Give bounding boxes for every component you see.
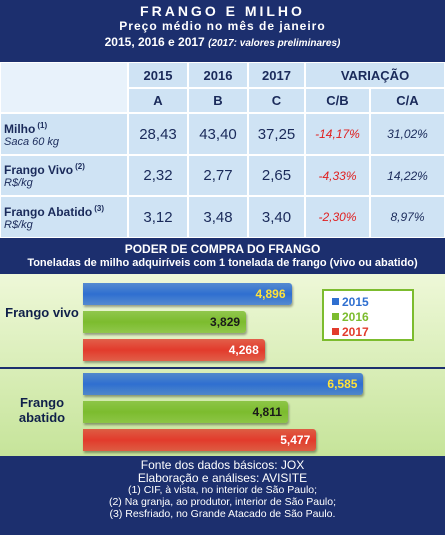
value-label: 4,811 [252,405,282,419]
cell: -14,17% [305,113,370,155]
row-label: Frango Vivo (2) R$/kg [0,155,128,196]
legend-item: 2015 [332,294,404,309]
legend-label: 2015 [342,294,369,309]
note: (2017: valores preliminares) [208,38,341,49]
cell: 43,40 [188,113,248,155]
value-label: 4,896 [255,287,286,301]
years-text: 2015, 2016 e 2017 [104,35,205,49]
legend-swatch [332,298,339,305]
subtitle: Preço médio no mês de janeiro [119,19,326,33]
row-unit: R$/kg [4,218,33,231]
footer-line: (2) Na granja, ao produtor, interior de … [108,496,337,508]
cell: 2,32 [128,155,188,196]
cell: -2,30% [305,196,370,238]
cell: -4,33% [305,155,370,196]
chart-title: PODER DE COMPRA DO FRANGO [124,242,321,256]
col-letter: B [188,88,248,113]
group-separator [0,367,445,369]
legend-label: 2016 [342,309,369,324]
row-name-line: Frango Abatido (3) [4,204,104,219]
col-letter: C/B [305,88,370,113]
chart-header: PODER DE COMPRA DO FRANGO Toneladas de m… [0,238,445,274]
row-ref: (1) [37,120,48,130]
cell: 37,25 [248,113,305,155]
years: 2015, 2016 e 2017 (2017: valores prelimi… [0,35,445,49]
col-year: 2017 [248,62,305,88]
chart-subtitle: Toneladas de milho adquiríveis com 1 ton… [27,257,418,269]
col-letter: A [128,88,188,113]
chart: Frango vivo 4,896 3,829 4,268 Frango abatido… [0,274,445,456]
corner [0,62,128,113]
cell: 14,22% [370,155,445,196]
bar [83,311,247,333]
cell: 2,77 [188,155,248,196]
row-name: Frango Abatido [4,204,93,219]
row-name-line: Frango Vivo (2) [4,162,85,177]
legend-item: 2017 [332,324,404,339]
bar [83,283,292,305]
legend-item: 2016 [332,309,404,324]
legend-swatch [332,313,339,320]
value-label: 5,477 [280,433,311,447]
value-label: 6,585 [327,377,358,391]
footer-line: (3) Resfriado, no Grande Atacado de São … [109,508,336,520]
cell: 28,43 [128,113,188,155]
col-letter: C/A [370,88,445,113]
footer-line: Elaboração e análises: AVISITE [137,471,308,485]
table: 2015 2016 2017 VARIAÇÃO A B C C/B C/A Milho (1) Sac… [0,62,445,238]
legend: 2015 2016 2017 [322,289,414,341]
legend-swatch [332,328,339,335]
footer-line: Fonte dos dados básicos: JOX [140,458,305,472]
col-year: 2015 [128,62,188,88]
legend-label: 2017 [342,324,369,339]
bar [83,373,364,395]
row-name: Milho [4,121,36,136]
footer: Fonte dos dados básicos: JOX Elaboração e… [0,458,445,535]
cell: 3,48 [188,196,248,238]
category-label: Frango abatido [18,395,66,425]
col-year: 2016 [188,62,248,88]
title: FRANGO E MILHO [140,3,305,19]
row-unit: R$/kg [4,177,33,189]
row-ref: (3) [94,203,104,213]
row-label: Milho (1) Saca 60 kg [0,113,128,155]
bar [83,429,317,451]
bar [83,401,288,423]
value-label: 3,829 [210,315,241,329]
row-name: Frango Vivo [4,163,74,177]
footer-line: (1) CIF, à vista, no interior de São Pau… [127,484,318,496]
bar [83,339,265,361]
cell: 3,12 [128,196,188,238]
cell: 8,97% [370,196,445,238]
value-label: 4,268 [228,343,259,357]
category-label: Frango vivo [5,305,79,320]
row-ref: (2) [75,162,85,171]
cell: 31,02% [370,113,445,155]
row-label: Frango Abatido (3) R$/kg [0,196,128,238]
col-letter: C [248,88,305,113]
cell: 2,65 [248,155,305,196]
cell: 3,40 [248,196,305,238]
row-unit: Saca 60 kg [4,135,60,148]
col-variation: VARIAÇÃO [305,62,445,88]
row-name-line: Milho (1) [4,121,47,136]
